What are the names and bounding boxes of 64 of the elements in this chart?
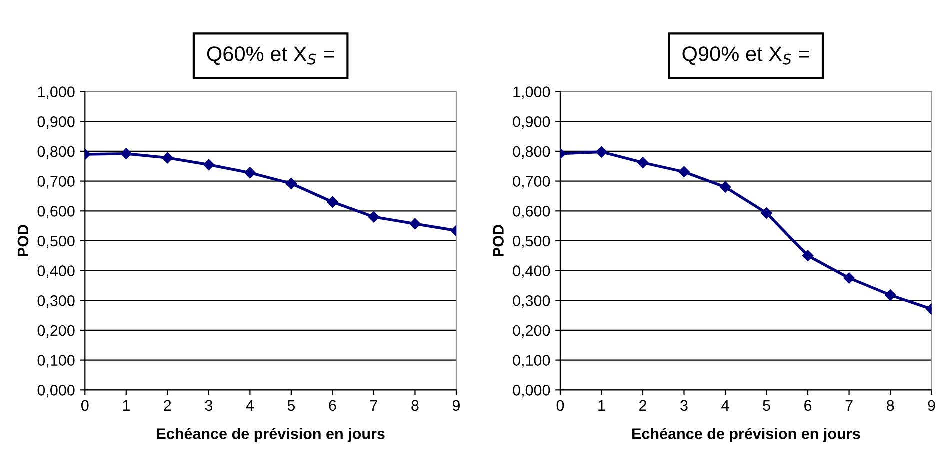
y-tick-label: 0,600 <box>513 206 550 219</box>
y-tick-label: 0,200 <box>513 325 550 338</box>
y-tick-label: 0,000 <box>38 385 75 398</box>
point <box>327 196 338 208</box>
x-tick-label: 0 <box>81 400 89 412</box>
point <box>410 218 421 230</box>
y-tick-label: 0,400 <box>38 266 75 278</box>
x-tick-label: 2 <box>164 400 172 411</box>
y-tick-label: 0,100 <box>513 355 550 368</box>
point <box>162 152 174 164</box>
y-tick-label: 0,800 <box>513 146 550 159</box>
x-tick-label: 6 <box>329 400 336 412</box>
y-tick-label: 0,700 <box>513 176 550 189</box>
point <box>761 208 772 219</box>
x-tick-label: 8 <box>886 400 894 412</box>
x-tick-label: 7 <box>846 400 853 411</box>
point <box>120 148 132 160</box>
y-tick-label: 0,900 <box>513 116 550 130</box>
x-tick-label: 8 <box>412 400 419 412</box>
y-tick-label: 0,100 <box>38 355 75 368</box>
point <box>720 182 732 193</box>
x-tick-label: 4 <box>246 400 254 411</box>
point <box>802 250 814 262</box>
y-tick-label: 0,300 <box>513 296 550 308</box>
x-tick-label: 0 <box>556 400 564 412</box>
y-tick-label: 1,000 <box>38 86 75 100</box>
x-tick-label: 7 <box>370 400 378 411</box>
x-tick-label: 6 <box>804 400 812 412</box>
y-tick-label: 0,500 <box>38 236 75 248</box>
y-tick-label: 0,600 <box>38 206 75 219</box>
x-tick-label: 3 <box>205 400 212 412</box>
x-tick-label: 3 <box>680 400 688 412</box>
y-tick-label: 0,300 <box>38 296 75 308</box>
x-tick-label: 1 <box>123 400 130 411</box>
point <box>244 167 256 179</box>
y-tick-label: 0,900 <box>38 116 75 130</box>
y-tick-label: 0,500 <box>513 236 550 248</box>
x-tick-label: 2 <box>640 400 646 411</box>
y-tick-label: 0,000 <box>513 385 550 398</box>
x-tick-label: 5 <box>763 400 770 412</box>
x-tick-label: 1 <box>598 400 606 411</box>
x-tick-label: 4 <box>722 400 730 411</box>
point <box>637 157 649 168</box>
x-tick-label: 9 <box>928 400 936 412</box>
y-tick-label: 0,800 <box>38 146 75 159</box>
chart-title: Q60% et X$_{S}$ = <box>207 46 334 66</box>
y-axis-title: POD <box>18 225 29 257</box>
point <box>884 290 896 301</box>
y-tick-label: 0,400 <box>513 266 550 278</box>
x-tick-label: 9 <box>452 400 460 412</box>
point <box>368 212 380 223</box>
x-axis-title: Echéance de prévision en jours <box>632 428 860 442</box>
point <box>203 159 215 170</box>
y-axis-title: POD <box>493 225 504 257</box>
y-tick-label: 1,000 <box>514 86 550 100</box>
point <box>596 146 608 158</box>
point <box>678 166 690 178</box>
chart-title: Q90% et X$_{S}$ = <box>682 46 810 66</box>
point <box>286 178 298 190</box>
y-tick-label: 0,200 <box>38 325 75 338</box>
point <box>844 272 855 284</box>
x-tick-label: 5 <box>288 400 296 412</box>
x-axis-title: Echéance de prévision en jours <box>157 428 385 442</box>
y-tick-label: 0,700 <box>38 176 75 189</box>
